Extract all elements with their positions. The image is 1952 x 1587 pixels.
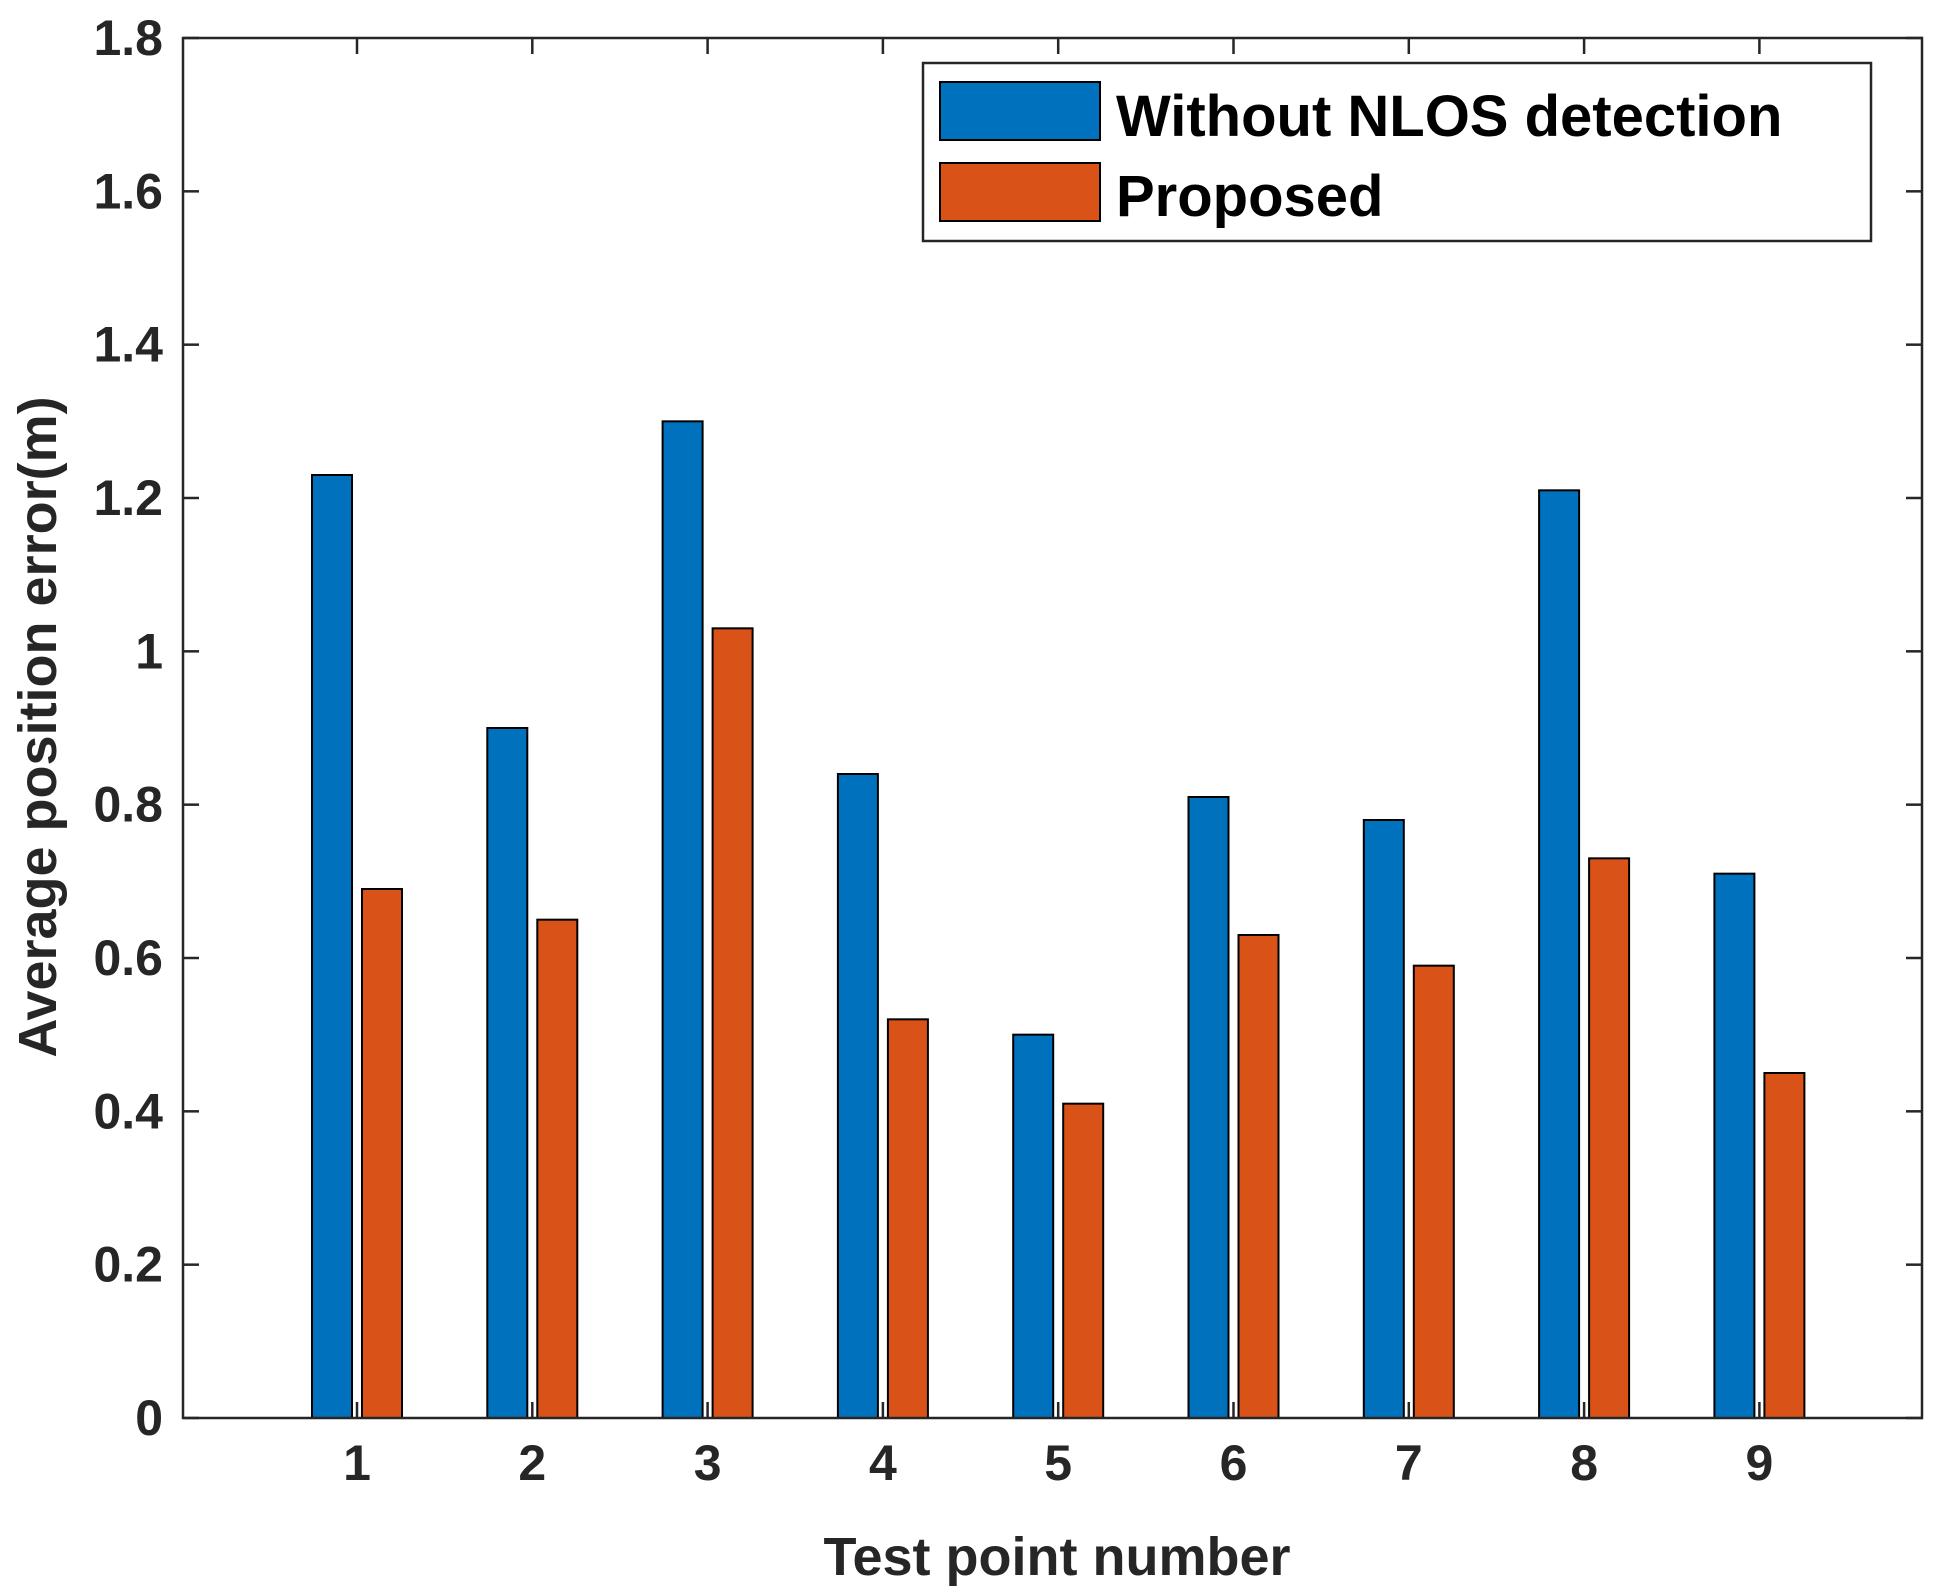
x-tick-label: 5 [1044,1435,1072,1491]
bar-proposed-7 [1412,964,1455,1420]
bar-without-nlos-3 [661,420,704,1420]
y-tick-labels: 0 0.2 0.4 0.6 0.8 1 1.2 1.4 1.6 1.8 [93,10,163,1446]
y-tick-label: 1.6 [93,163,163,219]
bar-without-nlos-6 [1187,796,1230,1419]
y-tick-label: 0.8 [93,777,163,833]
plot-area-frame [181,36,1924,1420]
x-tick-label: 6 [1220,1435,1248,1491]
bar-proposed-9 [1763,1072,1806,1419]
y-tick-label: 0.2 [93,1237,163,1293]
legend-label-proposed: Proposed [1116,164,1384,229]
bar-without-nlos-2 [486,727,529,1419]
x-tick-label: 1 [343,1435,371,1491]
x-tick-label: 8 [1570,1435,1598,1491]
legend-swatch-proposed [939,162,1101,222]
bar-without-nlos-8 [1538,489,1581,1420]
bar-without-nlos-1 [311,474,353,1419]
bar-proposed-8 [1588,857,1631,1419]
x-tick-label: 2 [518,1435,546,1491]
bar-proposed-2 [536,918,579,1420]
y-tick-label: 0.6 [93,930,163,986]
bar-without-nlos-4 [836,773,879,1419]
x-tick-label: 3 [694,1435,722,1491]
y-axis-title: Average position error(m) [8,396,68,1057]
y-tick-label: 0 [135,1390,163,1446]
bar-without-nlos-7 [1362,819,1405,1419]
y-tick-label: 0.4 [93,1083,163,1139]
legend-label-without-nlos: Without NLOS detection [1116,84,1782,149]
y-tick-label: 1 [135,623,163,679]
bar-without-nlos-9 [1713,872,1756,1419]
y-tick-label: 1.2 [93,470,163,526]
x-tick-label: 4 [869,1435,897,1491]
bar-proposed-6 [1237,934,1280,1419]
bar-proposed-4 [886,1018,929,1419]
x-tick-label: 9 [1745,1435,1773,1491]
bar-proposed-3 [711,627,754,1419]
bar-proposed-1 [361,888,403,1419]
axis-ticks-group [183,36,1922,1420]
bar-proposed-5 [1062,1102,1105,1419]
x-axis-title: Test point number [824,1527,1291,1587]
bar-without-nlos-5 [1012,1033,1055,1419]
x-tick-label: 7 [1395,1435,1423,1491]
y-tick-label: 1.8 [93,10,163,66]
legend: Without NLOS detection Proposed [921,61,1873,243]
x-tick-labels: 1 2 3 4 5 6 7 8 9 [343,1435,1773,1491]
bars-group [311,420,1806,1420]
y-tick-label: 1.4 [93,317,163,373]
legend-swatch-without-nlos [939,81,1101,141]
